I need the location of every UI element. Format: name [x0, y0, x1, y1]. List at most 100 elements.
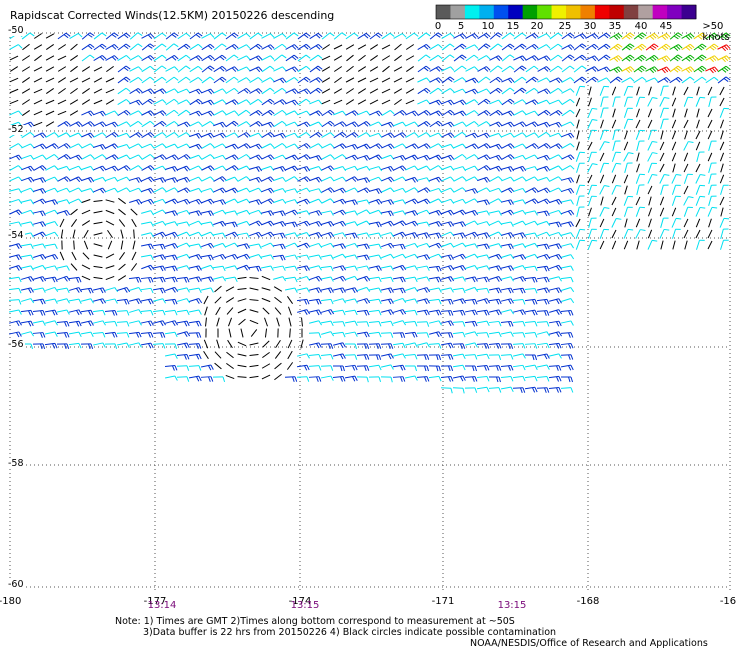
wind-barb-tick: [522, 143, 527, 149]
wind-barb-tick: [721, 68, 727, 73]
wind-barb-tick: [282, 232, 286, 238]
wind-barb-shaft: [465, 220, 475, 226]
wind-barb-shaft: [141, 176, 151, 182]
wind-barb-tick: [341, 131, 347, 137]
wind-barb-tick: [257, 110, 263, 115]
wind-barb-tick: [148, 343, 152, 349]
wind-barb-tick: [270, 154, 275, 160]
wind-barb-tick: [617, 43, 623, 48]
wind-barb-tick: [66, 343, 70, 349]
wind-barb-shaft: [501, 132, 511, 138]
wind-barb-shaft: [659, 163, 665, 173]
wind-barb-shaft: [417, 276, 427, 280]
wind-barb-tick: [246, 44, 251, 49]
wind-barb-shaft: [237, 220, 247, 226]
wind-barb-shaft: [488, 287, 500, 291]
wind-barb-tick: [699, 45, 705, 49]
wind-barb-tick: [701, 65, 707, 70]
wind-barb-tick: [294, 277, 298, 283]
wind-barb-shaft: [428, 265, 440, 269]
wind-barb-shaft: [477, 232, 487, 236]
wind-barb-tick: [18, 221, 22, 227]
wind-barb-shaft: [249, 231, 259, 237]
wind-barb-tick: [568, 354, 571, 360]
wind-barb-shaft: [57, 309, 67, 313]
wind-barb-tick: [533, 33, 539, 38]
wind-barb-tick: [390, 176, 395, 182]
wind-barb-tick: [510, 265, 514, 271]
wind-barb-shaft: [309, 110, 319, 116]
wind-barb-tick: [327, 122, 333, 127]
wind-barb-shaft: [249, 375, 259, 379]
wind-barb-shaft: [465, 176, 475, 182]
wind-barb-shaft: [45, 286, 55, 292]
wind-barb-shaft: [153, 54, 163, 62]
wind-barb-shaft: [465, 198, 475, 204]
wind-barb-shaft: [404, 276, 416, 280]
wind-barb-shaft: [129, 76, 139, 84]
wind-barb-tick: [270, 242, 275, 248]
wind-barb-tick: [270, 210, 274, 216]
wind-barb-shaft: [188, 320, 200, 324]
wind-barb-tick: [450, 144, 455, 149]
wind-barb-tick: [159, 89, 165, 95]
wind-barb-tick: [246, 253, 251, 259]
wind-barb-tick: [147, 177, 153, 183]
wind-barb-tick: [570, 287, 575, 293]
wind-barb-tick: [306, 299, 310, 305]
wind-barb-tick: [426, 187, 431, 192]
wind-barb-tick: [507, 100, 513, 105]
wind-barb-shaft: [140, 254, 152, 258]
wind-barb-tick: [510, 298, 514, 304]
wind-barb-tick: [627, 44, 633, 49]
wind-barb-shaft: [453, 110, 463, 116]
wind-barb-tick: [570, 376, 574, 383]
wind-barb-tick: [546, 376, 550, 382]
wind-barb-shaft: [611, 240, 617, 250]
wind-barb-tick: [138, 277, 142, 283]
wind-barb-tick: [198, 354, 202, 360]
wind-barb-tick: [438, 376, 442, 382]
wind-barb-shaft: [69, 287, 79, 291]
wind-barb-tick: [340, 354, 344, 360]
wind-barb-tick: [363, 188, 369, 194]
wind-barb-shaft: [189, 231, 199, 237]
wind-barb-shaft: [476, 320, 488, 324]
wind-barb-shaft: [441, 176, 451, 182]
wind-barb-tick: [510, 354, 514, 360]
wind-barb-tick: [486, 243, 490, 249]
wind-barb-tick: [99, 45, 105, 50]
wind-barb-shaft: [561, 143, 571, 149]
wind-barb-tick: [195, 266, 200, 272]
wind-barb-shaft: [117, 87, 127, 95]
wind-barb-tick: [366, 166, 371, 171]
wind-barb-tick: [195, 277, 200, 283]
wind-barb-tick: [507, 266, 512, 272]
wind-barb-shaft: [489, 154, 499, 160]
wind-barb-shaft: [33, 188, 43, 192]
wind-barb-shaft: [177, 109, 187, 117]
wind-barb-shaft: [477, 210, 487, 214]
wind-barb-tick: [723, 67, 729, 72]
legend-label: >50 knots: [702, 21, 730, 43]
wind-barb-shaft: [261, 242, 271, 248]
wind-barb-tick: [292, 376, 295, 382]
wind-barb-tick: [342, 187, 347, 193]
wind-barb-shaft: [477, 143, 487, 149]
wind-barb-shaft: [93, 121, 103, 127]
wind-barb-shaft: [165, 43, 175, 51]
wind-barb-tick: [147, 89, 153, 95]
wind-barb-tick: [509, 54, 515, 59]
wind-barb-shaft: [453, 143, 463, 149]
wind-barb-shaft: [237, 132, 247, 138]
wind-barb-tick: [531, 56, 537, 61]
wind-barb-shaft: [524, 287, 536, 291]
wind-barb-shaft: [513, 187, 523, 193]
wind-barb-tick: [40, 299, 44, 305]
legend-label: 45: [659, 21, 673, 32]
wind-barb-shaft: [153, 165, 163, 171]
wind-barb-shaft: [357, 220, 367, 226]
wind-barb-shaft: [560, 276, 572, 280]
wind-barb-shaft: [93, 243, 103, 247]
wind-barb-shaft: [273, 176, 283, 182]
